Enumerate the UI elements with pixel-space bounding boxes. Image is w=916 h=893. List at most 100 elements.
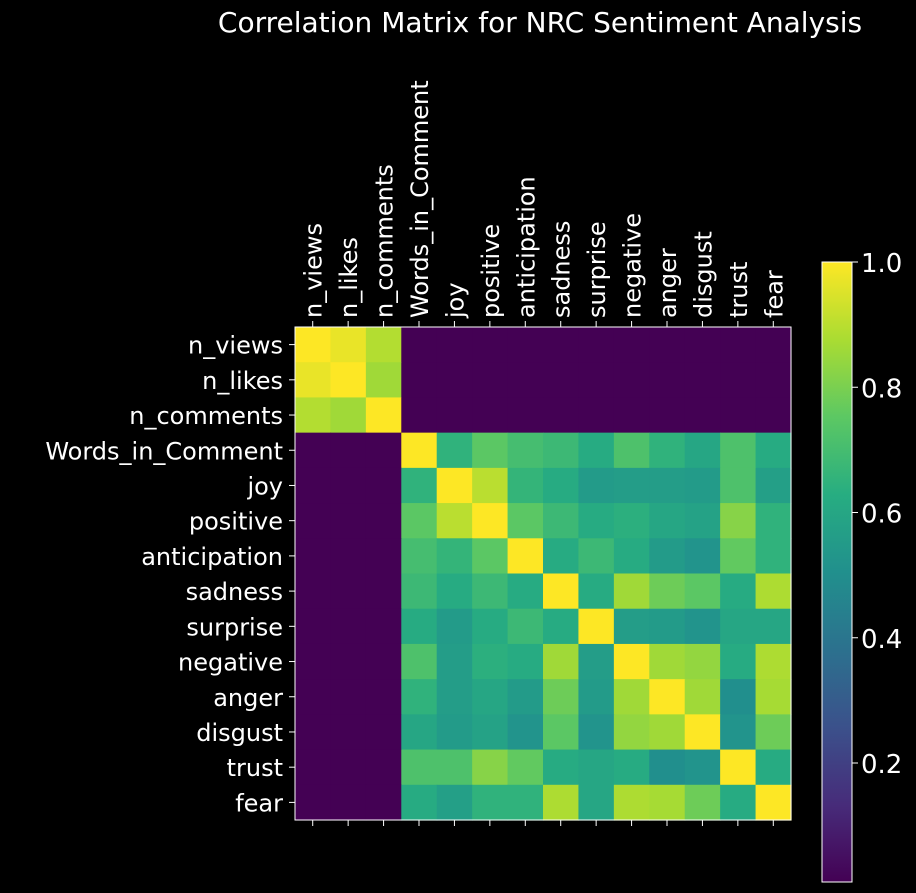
- heatmap-cell: [720, 608, 757, 645]
- heatmap-cell: [295, 608, 332, 645]
- heatmap-cell: [755, 503, 792, 539]
- heatmap-cell: [543, 784, 580, 821]
- heatmap-cell: [295, 714, 332, 751]
- heatmap-cell: [365, 397, 402, 434]
- heatmap-cell: [720, 573, 757, 610]
- y-tick-label: surprise: [186, 613, 283, 641]
- heatmap-cell: [330, 327, 367, 363]
- colorbar-tick-label: 0.2: [861, 750, 902, 780]
- heatmap-cell: [401, 679, 438, 715]
- heatmap-cell: [684, 538, 721, 575]
- x-tick-labels: n_views n_likes n_comments Words_in_Comment…: [300, 80, 789, 319]
- heatmap-cell: [330, 784, 367, 821]
- heatmap-cell: [436, 714, 473, 751]
- colorbar-ticks: 0.2 0.4 0.6 0.8 1.0: [852, 249, 902, 780]
- colorbar-tick-label: 0.4: [861, 625, 902, 655]
- heatmap-cell: [507, 432, 544, 469]
- y-tick-label: n_likes: [202, 367, 283, 395]
- heatmap-cell: [720, 538, 757, 575]
- heatmap-cell: [578, 643, 615, 680]
- heatmap-cell: [472, 679, 509, 715]
- heatmap-cell: [295, 643, 332, 680]
- heatmap-cell: [543, 432, 580, 469]
- heatmap-cell: [720, 327, 757, 363]
- y-tick-label: trust: [227, 754, 283, 782]
- heatmap-cell: [755, 608, 792, 645]
- heatmap-cell: [295, 503, 332, 539]
- heatmap-cell: [436, 467, 473, 504]
- heatmap-cell: [543, 362, 580, 399]
- x-tick-label: anticipation: [512, 176, 540, 318]
- x-tick-label: positive: [477, 224, 505, 318]
- heatmap-cell: [365, 327, 402, 363]
- heatmap-cell: [330, 643, 367, 680]
- heatmap-cell: [401, 327, 438, 363]
- heatmap-cell: [365, 714, 402, 751]
- heatmap-cell: [401, 362, 438, 399]
- heatmap-cell: [507, 608, 544, 645]
- heatmap-cell: [543, 397, 580, 434]
- heatmap-cell: [649, 714, 686, 751]
- heatmap-cell: [436, 503, 473, 539]
- heatmap-cell: [613, 749, 650, 786]
- heatmap-cell: [436, 362, 473, 399]
- heatmap-cell: [578, 573, 615, 610]
- heatmap-cell: [755, 397, 792, 434]
- y-tick-label: n_views: [188, 332, 283, 360]
- x-tick-label: n_likes: [335, 237, 363, 318]
- heatmap-cell: [543, 643, 580, 680]
- heatmap-cell: [578, 432, 615, 469]
- heatmap-cell: [507, 467, 544, 504]
- heatmap-cell: [578, 467, 615, 504]
- heatmap-cell: [472, 538, 509, 575]
- heatmap-cell: [365, 467, 402, 504]
- x-tick-label: n_comments: [371, 164, 399, 318]
- x-tick-marks: [312, 321, 774, 826]
- heatmap-cell: [507, 327, 544, 363]
- y-tick-label: joy: [246, 472, 283, 500]
- heatmap-cell: [472, 784, 509, 821]
- x-tick-label: Words_in_Comment: [406, 80, 434, 318]
- heatmap-cell: [330, 679, 367, 715]
- heatmap-cell: [649, 608, 686, 645]
- heatmap-cell: [578, 608, 615, 645]
- heatmap-cell: [365, 608, 402, 645]
- heatmap-cell: [401, 467, 438, 504]
- heatmap-cell: [295, 749, 332, 786]
- heatmap-cell: [401, 608, 438, 645]
- heatmap-cell: [401, 538, 438, 575]
- heatmap-cell: [543, 749, 580, 786]
- heatmap-cells: [295, 327, 792, 821]
- heatmap-cell: [755, 362, 792, 399]
- heatmap-cell: [401, 573, 438, 610]
- y-tick-label: disgust: [196, 719, 283, 747]
- heatmap-cell: [755, 467, 792, 504]
- heatmap-cell: [507, 749, 544, 786]
- y-tick-label: positive: [189, 508, 283, 536]
- heatmap-cell: [684, 749, 721, 786]
- heatmap-cell: [507, 714, 544, 751]
- heatmap-cell: [365, 749, 402, 786]
- y-tick-label: negative: [178, 649, 283, 677]
- heatmap-cell: [507, 538, 544, 575]
- heatmap-cell: [613, 643, 650, 680]
- heatmap-cell: [684, 362, 721, 399]
- heatmap-cell: [578, 679, 615, 715]
- x-tick-label: surprise: [583, 221, 611, 318]
- heatmap-cell: [295, 397, 332, 434]
- heatmap-cell: [295, 784, 332, 821]
- heatmap-cell: [755, 679, 792, 715]
- heatmap-cell: [543, 679, 580, 715]
- heatmap-cell: [436, 397, 473, 434]
- heatmap-cell: [578, 397, 615, 434]
- heatmap-cell: [649, 432, 686, 469]
- heatmap-cell: [613, 327, 650, 363]
- heatmap-cell: [295, 362, 332, 399]
- heatmap-cell: [613, 679, 650, 715]
- heatmap-cell: [720, 714, 757, 751]
- heatmap-cell: [507, 362, 544, 399]
- heatmap-cell: [684, 714, 721, 751]
- heatmap-cell: [401, 643, 438, 680]
- heatmap-cell: [543, 573, 580, 610]
- heatmap-cell: [720, 643, 757, 680]
